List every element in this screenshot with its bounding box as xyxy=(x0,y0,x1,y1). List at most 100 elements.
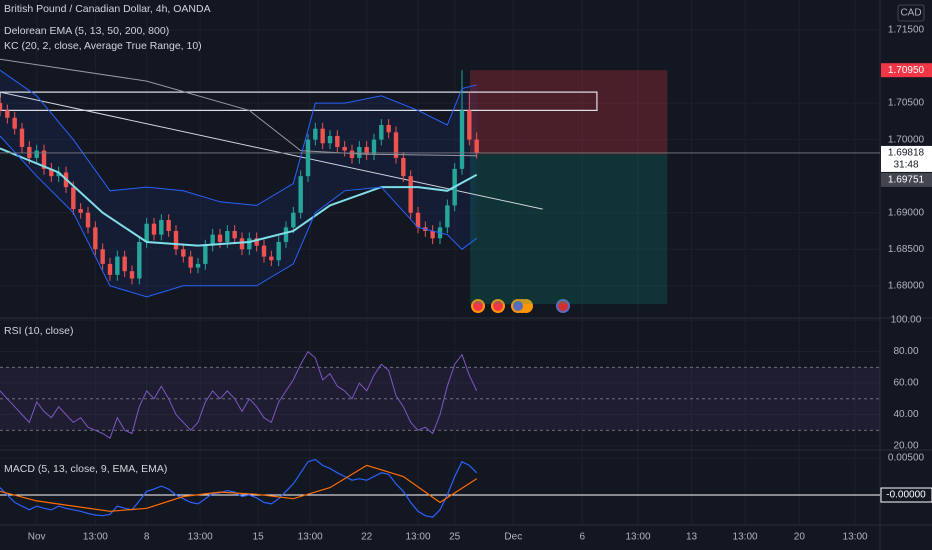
candle-body xyxy=(408,176,413,213)
y-tick-label: 1.68000 xyxy=(888,280,925,291)
y-tick-label: 1.71500 xyxy=(888,25,925,36)
candle-body xyxy=(5,110,10,118)
y-tick-label: 60.00 xyxy=(893,378,918,389)
candle-body xyxy=(181,249,186,257)
candle-body xyxy=(78,209,83,213)
candle-body xyxy=(19,128,25,147)
candle-body xyxy=(327,135,333,144)
candle-body xyxy=(335,135,340,147)
candle-body xyxy=(269,256,274,261)
candle-body xyxy=(305,139,311,177)
price-label-box xyxy=(881,63,932,78)
candle-body xyxy=(386,125,391,133)
profit-zone xyxy=(470,70,668,155)
candle-body xyxy=(151,223,157,235)
pane-title: MACD (5, 13, close, 9, EMA, EMA) xyxy=(4,463,167,475)
x-tick-label: 8 xyxy=(144,532,150,543)
y-tick-label: 80.00 xyxy=(893,346,918,357)
candle-body xyxy=(115,256,120,275)
candle-body xyxy=(166,220,171,232)
candle-body xyxy=(159,220,164,235)
candle-body xyxy=(144,223,149,242)
candle-body xyxy=(393,132,399,158)
rsi-line xyxy=(0,350,478,439)
candle-body xyxy=(291,212,296,228)
candle-body xyxy=(71,187,76,210)
zone-box xyxy=(0,91,598,111)
candle-body xyxy=(371,139,377,155)
candle-body xyxy=(430,231,435,239)
loss-zone xyxy=(470,154,668,305)
price-label: 1.69751 xyxy=(888,175,925,186)
candle-body xyxy=(247,238,252,250)
candle-body xyxy=(34,150,39,158)
chart-title: British Pound / Canadian Dollar, 4h, OAN… xyxy=(4,3,211,15)
candle-body xyxy=(173,231,179,250)
x-tick-label: 6 xyxy=(579,532,585,543)
candle-body xyxy=(195,263,201,268)
y-tick-label: 40.00 xyxy=(893,409,918,420)
candle-body xyxy=(188,256,193,268)
channel-fill xyxy=(0,70,477,297)
last-value-box xyxy=(880,487,932,503)
overlay-line xyxy=(0,135,477,298)
candle-body xyxy=(93,227,98,250)
x-tick-label: 22 xyxy=(361,532,373,543)
candle-body xyxy=(210,234,215,246)
candle-body xyxy=(0,103,3,111)
x-tick-label: 13:00 xyxy=(405,532,430,543)
y-tick-label: 1.69000 xyxy=(888,207,925,218)
candle-body xyxy=(459,110,465,169)
event-icon xyxy=(513,301,523,311)
overlay-line xyxy=(0,147,478,247)
candle-body xyxy=(401,157,406,177)
candle-body xyxy=(100,249,105,264)
candle-body xyxy=(415,212,421,228)
x-tick-label: 13:00 xyxy=(298,532,323,543)
candle-body xyxy=(56,172,61,177)
x-tick-label: 13:00 xyxy=(188,532,213,543)
x-tick-label: 15 xyxy=(253,532,265,543)
y-tick-label: 1.70000 xyxy=(888,134,925,145)
candle-body xyxy=(41,150,47,169)
event-icon xyxy=(493,301,503,311)
candle-body xyxy=(217,234,223,242)
candle-body xyxy=(342,146,347,151)
candle-body xyxy=(364,146,369,155)
event-icon xyxy=(473,301,483,311)
pane-title: RSI (10, close) xyxy=(4,325,73,337)
x-tick-label: Nov xyxy=(28,532,46,543)
candle-body xyxy=(107,263,113,275)
candle-body xyxy=(232,231,237,239)
y-tick-label: 100.00 xyxy=(891,315,922,326)
candle-body xyxy=(349,150,355,158)
candle-body xyxy=(261,245,267,257)
currency-box[interactable] xyxy=(897,4,925,22)
candle-body xyxy=(320,128,325,144)
candle-body xyxy=(467,110,472,140)
x-tick-label: 13:00 xyxy=(83,532,108,543)
candle-body xyxy=(49,168,54,177)
candle-body xyxy=(129,271,135,279)
candle-body xyxy=(298,176,303,213)
x-tick-label: Dec xyxy=(504,532,522,543)
y-tick-label: 0.00500 xyxy=(888,453,925,464)
x-tick-label: 13:00 xyxy=(733,532,758,543)
last-value-label: -0.00000 xyxy=(886,490,926,501)
legend-entry: KC (20, 2, close, Average True Range, 10… xyxy=(4,40,202,52)
event-icon xyxy=(558,301,568,311)
x-tick-label: 13:00 xyxy=(625,532,650,543)
overlay-line xyxy=(0,69,477,206)
price-label: 1.70950 xyxy=(888,65,925,76)
candle-body xyxy=(357,146,362,158)
candle-body xyxy=(137,241,142,279)
grid-layer xyxy=(0,0,880,525)
candle-body xyxy=(379,125,384,140)
macd-line xyxy=(0,458,478,518)
x-tick-label: 25 xyxy=(449,532,461,543)
event-icons xyxy=(471,299,570,313)
candle-body xyxy=(12,117,17,129)
currency[interactable]: CAD xyxy=(900,8,921,19)
price-label: 1.69818 xyxy=(888,148,925,159)
signal-line xyxy=(0,464,478,512)
